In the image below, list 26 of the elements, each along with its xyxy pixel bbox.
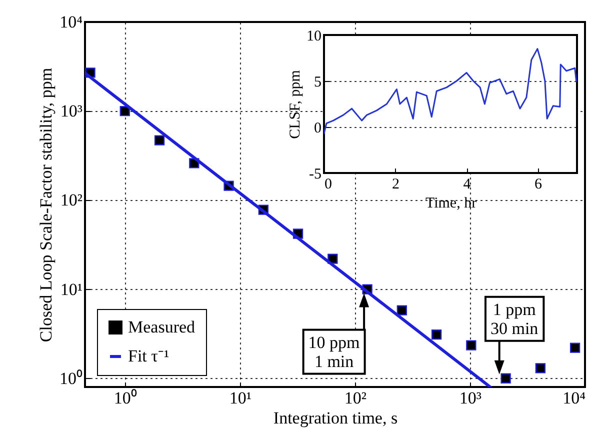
x-tick-label: 10⁴ — [562, 388, 586, 408]
x-tick-label: 10² — [344, 388, 366, 408]
x-axis-title: Time, hr — [425, 196, 477, 212]
annotation: 1 ppm 30 min — [490, 300, 539, 338]
legend-label: Measured — [128, 318, 196, 336]
legend-label: Fit τ⁻¹ — [128, 346, 170, 366]
x-tick-label: 10⁰ — [114, 388, 137, 408]
y-axis-title: Closed Loop Scale-Factor stability, ppm — [36, 68, 56, 342]
y-tick-label: 10⁰ — [60, 368, 82, 388]
x-tick-label: 0 — [324, 176, 332, 192]
x-tick-label: 6 — [534, 176, 543, 192]
y-tick-label: 10² — [60, 190, 82, 210]
y-tick-label: 5 — [314, 74, 322, 90]
y-tick-label: -5 — [309, 166, 322, 182]
x-tick-label: 2 — [392, 176, 400, 192]
x-tick-label: 10¹ — [229, 388, 252, 408]
x-tick-label: 4 — [463, 176, 472, 192]
y-tick-label: 0 — [314, 120, 322, 136]
x-tick-label: 10³ — [459, 388, 482, 408]
y-axis-title: CLSF, ppm — [288, 70, 304, 139]
y-tick-label: 10 — [306, 28, 322, 44]
y-tick-label: 10³ — [60, 102, 82, 121]
x-axis-title: Integration time, s — [273, 408, 398, 428]
annotation: 10 ppm 1 min — [308, 332, 360, 371]
y-tick-label: 10⁴ — [60, 12, 83, 32]
y-tick-label: 10¹ — [60, 280, 82, 299]
